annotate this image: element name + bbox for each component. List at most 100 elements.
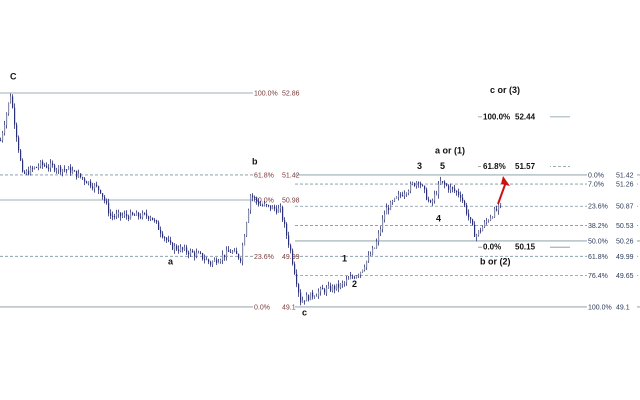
candle-body xyxy=(392,201,394,203)
candle-body xyxy=(352,276,354,278)
fib-label-bg xyxy=(587,180,637,189)
candle-body xyxy=(382,219,384,230)
candle-body xyxy=(150,217,152,219)
fib-level-value: 51.42 xyxy=(282,172,300,179)
projection-arrow xyxy=(497,181,507,205)
candle-body xyxy=(48,167,50,169)
fib-level-label: 0.0% xyxy=(588,172,604,179)
candle-body xyxy=(10,96,12,103)
candle-body xyxy=(460,195,462,198)
candle-body xyxy=(114,216,116,218)
candle-body xyxy=(52,163,54,166)
candle-body xyxy=(286,223,288,236)
candle-body xyxy=(386,207,388,215)
fib-label-bg xyxy=(253,195,303,204)
fib-level-value: 51.42 xyxy=(616,172,634,179)
candle-body xyxy=(40,161,42,167)
candle-body xyxy=(468,213,470,218)
candle-body xyxy=(90,181,92,187)
candle-body xyxy=(346,279,348,283)
wave-label: c xyxy=(302,307,307,317)
candle-body xyxy=(416,182,418,186)
candle-body xyxy=(50,163,52,168)
candle-body xyxy=(466,205,468,214)
candle-body xyxy=(194,252,196,257)
candle-body xyxy=(274,206,276,209)
candle-body xyxy=(82,177,84,179)
candle-body xyxy=(56,169,58,171)
candle-body xyxy=(228,250,230,252)
candle-body xyxy=(32,167,34,169)
candle-body xyxy=(350,276,352,279)
candle-body xyxy=(456,191,458,193)
candle-body xyxy=(12,96,14,108)
candle-body xyxy=(8,102,10,114)
fib-level-label: 0.0% xyxy=(483,243,501,252)
candle-body xyxy=(270,205,272,210)
candle-body xyxy=(24,171,26,174)
fib-label-bg xyxy=(253,302,303,311)
fib-level-label: 50.0% xyxy=(254,197,274,204)
candle-body xyxy=(312,292,314,297)
candle-body xyxy=(294,263,296,274)
candle-body xyxy=(252,195,254,198)
fib-label-bg xyxy=(482,243,550,252)
candle-body xyxy=(174,245,176,250)
candle-body xyxy=(348,278,350,280)
candle-body xyxy=(400,194,402,196)
candle-body xyxy=(398,194,400,197)
fib-level-value: 49.65 xyxy=(616,273,634,280)
candle-body xyxy=(266,204,268,206)
fib-level-label: 76.4% xyxy=(588,273,608,280)
candle-body xyxy=(214,259,216,262)
candle-body xyxy=(442,181,444,183)
candle-body xyxy=(258,201,260,205)
candle-body xyxy=(42,161,44,166)
fib-level-label: 61.8% xyxy=(254,172,274,179)
fib-label-bg xyxy=(253,89,303,97)
candle-body xyxy=(86,181,88,184)
candle-body xyxy=(138,212,140,217)
fib-level-value: 50.53 xyxy=(616,223,634,230)
wave-label: 2 xyxy=(352,279,357,289)
candle-body xyxy=(64,169,66,171)
candle-body xyxy=(320,287,322,292)
candle-body xyxy=(144,213,146,215)
candle-body xyxy=(272,206,274,210)
candle-body xyxy=(470,217,472,220)
candle-body xyxy=(54,165,56,171)
candle-body xyxy=(118,212,120,214)
fib-label-bg xyxy=(587,202,637,211)
candle-body xyxy=(338,283,340,288)
candle-body xyxy=(472,219,474,225)
candle-body xyxy=(30,167,32,175)
candle-body xyxy=(248,210,250,223)
candle-body xyxy=(190,250,192,255)
candle-body xyxy=(256,197,258,202)
fib-level-value: 51.26 xyxy=(616,182,634,189)
fib-level-label: 50.0% xyxy=(588,238,608,245)
fib-level-label: 100.0% xyxy=(254,91,278,98)
candle-body xyxy=(278,208,280,213)
candle-body xyxy=(330,285,332,291)
candle-body xyxy=(206,259,208,261)
candle-body xyxy=(490,217,492,221)
candle-body xyxy=(142,213,144,218)
candle-body xyxy=(494,208,496,218)
fib-level-label: 7.0% xyxy=(588,182,604,189)
candle-body xyxy=(162,233,164,238)
candle-body xyxy=(340,284,342,288)
candle-body xyxy=(298,284,300,293)
candle-body xyxy=(158,222,160,230)
candle-body xyxy=(140,216,142,218)
candle-body xyxy=(60,166,62,172)
candle-body xyxy=(188,252,190,255)
candle-body xyxy=(364,267,366,270)
candle-body xyxy=(384,214,386,220)
candle-body xyxy=(106,200,108,203)
candle-body xyxy=(200,252,202,254)
fib-label-bg xyxy=(587,221,637,230)
candle-body xyxy=(240,258,242,262)
candle-body xyxy=(0,140,2,142)
